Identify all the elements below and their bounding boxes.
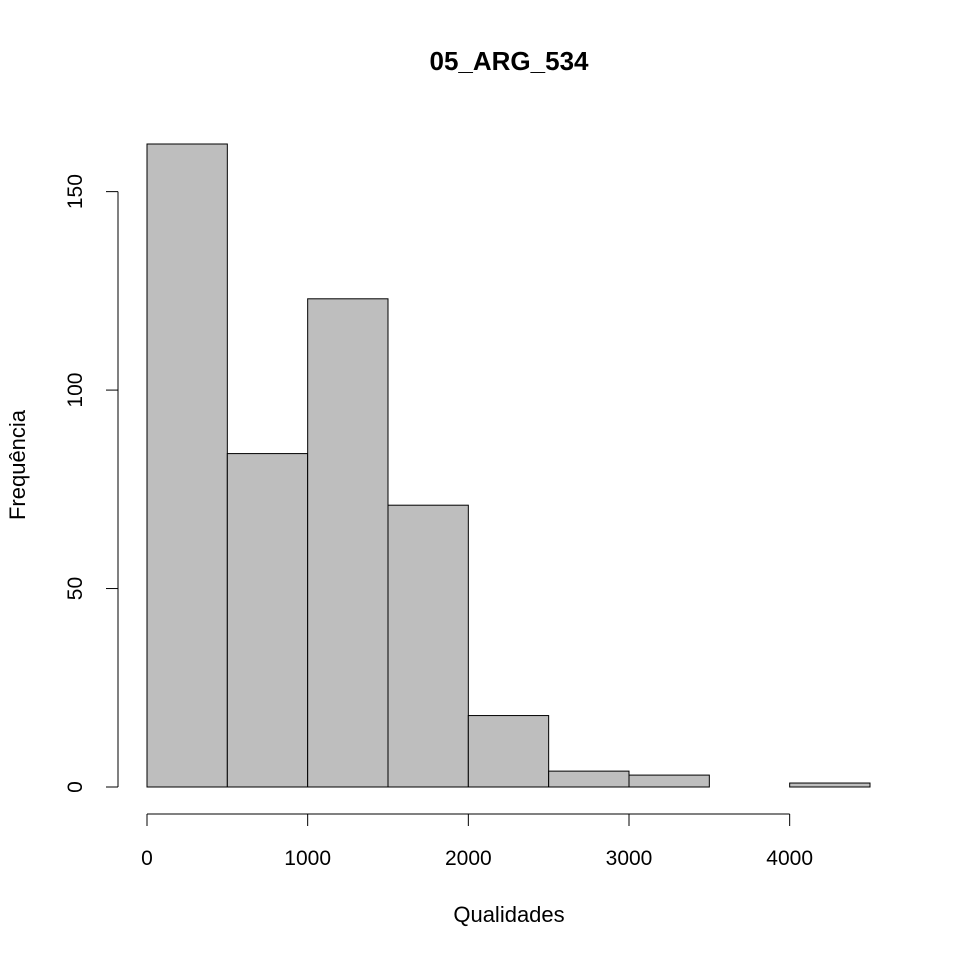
x-tick-label: 0: [141, 847, 153, 870]
histogram-bar: [307, 298, 389, 788]
x-tick-label: 1000: [284, 847, 331, 870]
y-axis-label: Frequência: [5, 409, 30, 520]
histogram-bar: [548, 770, 630, 788]
histogram-bar: [387, 504, 469, 788]
x-tick-label: 4000: [766, 847, 813, 870]
chart-title: 05_ARG_534: [430, 46, 590, 76]
histogram-bar: [467, 715, 550, 788]
bars-group: [146, 143, 871, 788]
y-axis: 0 50 100 150: [64, 174, 119, 793]
x-axis: 0 1000 2000 3000 4000: [141, 813, 813, 870]
y-tick-label: 0: [64, 781, 87, 793]
histogram-bar: [146, 143, 228, 788]
histogram-bar: [628, 774, 710, 788]
x-tick-label: 2000: [445, 847, 492, 870]
y-tick-label: 100: [64, 373, 87, 408]
x-axis-label: Qualidades: [453, 902, 564, 927]
y-tick-label: 50: [64, 577, 87, 600]
x-tick-label: 3000: [606, 847, 653, 870]
histogram-bar: [789, 782, 871, 788]
y-tick-label: 150: [64, 174, 87, 209]
histogram-bar: [226, 453, 309, 788]
